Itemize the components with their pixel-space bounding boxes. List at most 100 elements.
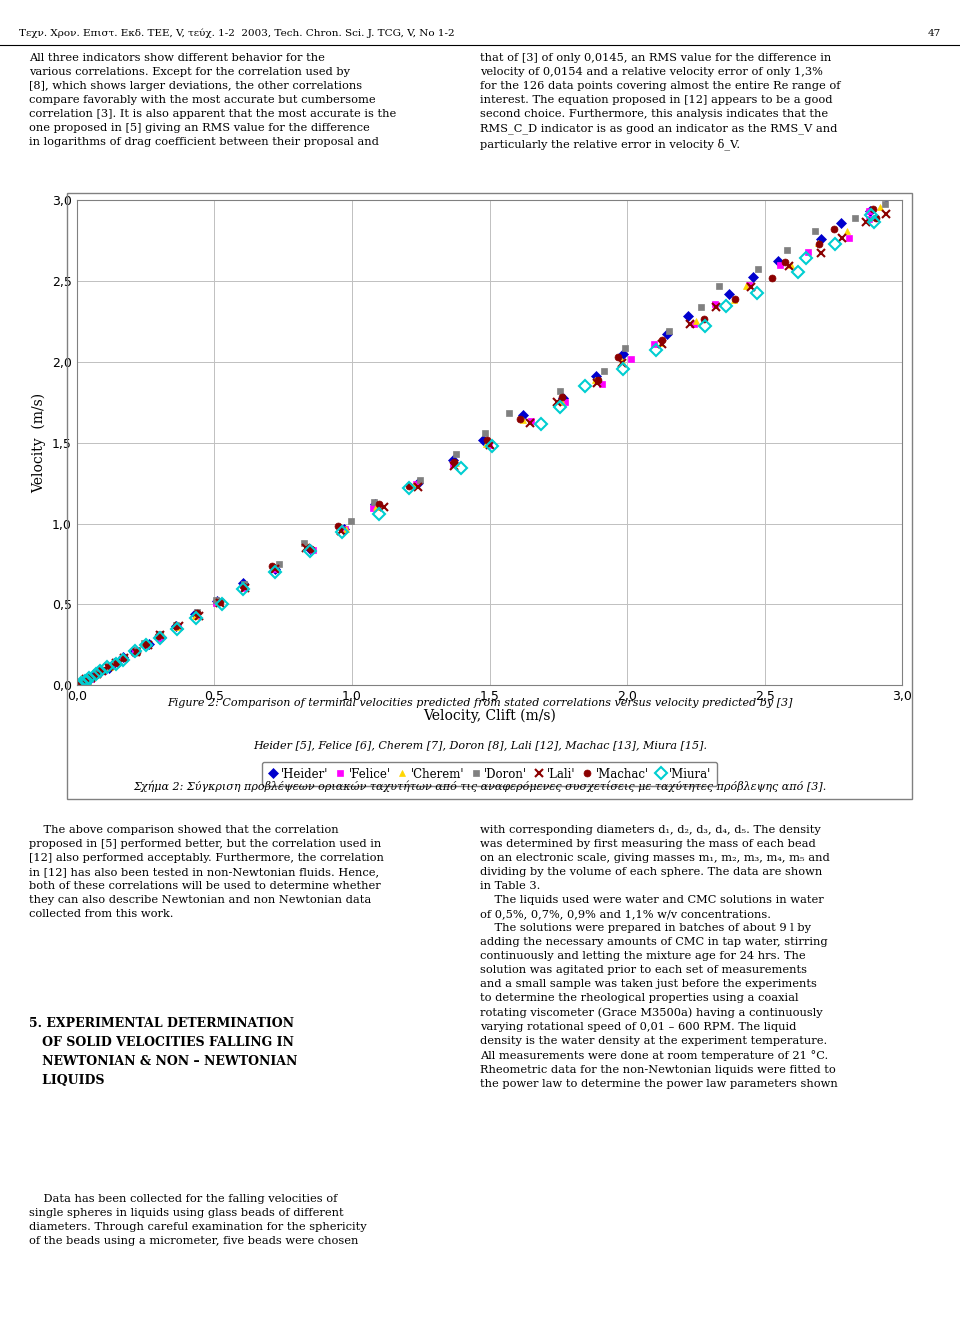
'Felice' (97, 663, 108, 679)
Text: Τεχν. Χρον. Επιστ. Εκδ. ΤΕΕ, V, τεύχ. 1-2  2003, Tech. Chron. Sci. J. TCG, V, No: Τεχν. Χρον. Επιστ. Εκδ. ΤΕΕ, V, τεύχ. 1-… (19, 28, 455, 39)
'Lali' (110, 655, 122, 671)
'Cherem' (409, 478, 420, 494)
'Felice' (367, 500, 378, 516)
'Heider' (171, 618, 182, 634)
'Lali' (96, 663, 108, 679)
'Lali' (710, 299, 722, 315)
'Heider' (189, 606, 201, 622)
'Doron' (369, 494, 380, 510)
Line: 'Miura': 'Miura' (77, 212, 878, 687)
'Cherem' (117, 650, 129, 666)
Text: 47: 47 (927, 29, 941, 37)
Text: Heider [5], Felice [6], Cherem [7], Doron [8], Lali [12], Machac [13], Miura [15: Heider [5], Felice [6], Cherem [7], Doro… (253, 740, 707, 751)
'Miura' (720, 298, 732, 314)
'Cherem' (370, 499, 381, 515)
'Heider' (304, 542, 316, 558)
'Heider' (81, 672, 92, 688)
'Lali' (861, 214, 873, 230)
'Felice' (269, 560, 280, 576)
'Miura' (217, 596, 228, 612)
'Miura' (793, 265, 804, 281)
'Cherem' (156, 627, 168, 643)
'Machac' (780, 254, 791, 270)
'Lali' (815, 245, 827, 261)
'Cherem' (869, 209, 880, 225)
'Machac' (84, 669, 96, 685)
'Cherem' (189, 608, 201, 624)
'Doron' (450, 446, 462, 462)
'Machac' (612, 349, 624, 365)
Text: that of [3] of only 0,0145, an RMS value for the difference in
velocity of 0,015: that of [3] of only 0,0145, an RMS value… (480, 53, 841, 150)
'Lali' (335, 523, 347, 539)
'Felice' (75, 675, 86, 691)
'Lali' (240, 580, 252, 596)
'Felice' (76, 673, 87, 689)
'Lali' (590, 375, 602, 391)
'Doron' (108, 654, 120, 669)
'Felice' (863, 210, 875, 226)
'Miura' (190, 610, 202, 626)
'Cherem' (340, 522, 351, 538)
'Machac' (373, 496, 385, 512)
'Miura' (752, 285, 763, 301)
'Cherem' (785, 257, 797, 273)
'Miura' (865, 208, 876, 224)
'Miura' (372, 506, 384, 522)
'Doron' (554, 383, 565, 399)
'Cherem' (77, 675, 88, 691)
'Heider' (617, 346, 629, 362)
'Lali' (75, 675, 86, 691)
'Lali' (131, 644, 142, 660)
'Doron' (96, 663, 108, 679)
'Cherem' (269, 559, 280, 575)
'Cherem' (105, 659, 116, 675)
'Heider' (103, 660, 114, 676)
'Miura' (579, 378, 590, 394)
'Lali' (173, 618, 184, 634)
Line: 'Felice': 'Felice' (78, 208, 873, 685)
'Machac' (170, 618, 181, 634)
'Felice' (117, 650, 129, 666)
'Cherem' (557, 394, 568, 410)
'Heider' (156, 630, 167, 646)
'Lali' (746, 280, 757, 295)
'Cherem' (240, 578, 252, 594)
'Heider' (85, 668, 97, 684)
Text: All three indicators show different behavior for the
various correlations. Excep: All three indicators show different beha… (29, 53, 396, 148)
'Heider' (413, 475, 424, 491)
'Heider' (447, 453, 459, 469)
'Felice' (688, 315, 700, 331)
'Doron' (598, 363, 610, 379)
'Miura' (140, 636, 152, 652)
'Cherem' (616, 353, 628, 369)
'Miura' (90, 667, 102, 683)
'Felice' (410, 475, 421, 491)
'Felice' (625, 351, 636, 367)
'Cherem' (517, 411, 529, 427)
'Miura' (237, 580, 249, 596)
'Lali' (484, 437, 495, 453)
'Doron' (102, 658, 113, 673)
'Heider' (557, 390, 568, 406)
'Felice' (191, 607, 203, 623)
'Doron' (695, 299, 707, 315)
'Felice' (84, 671, 96, 687)
'Cherem' (480, 437, 492, 453)
'Miura' (535, 417, 546, 433)
'Felice' (102, 659, 113, 675)
'Cherem' (589, 371, 601, 387)
'Lali' (880, 205, 892, 221)
Line: 'Cherem': 'Cherem' (78, 204, 884, 685)
'Lali' (684, 315, 696, 331)
'Lali' (214, 595, 226, 611)
'Cherem' (171, 619, 182, 635)
'Miura' (84, 669, 95, 685)
'Heider' (723, 286, 734, 302)
'Lali' (193, 608, 204, 624)
'Doron' (85, 671, 97, 687)
'Doron' (415, 473, 426, 488)
'Felice' (743, 277, 755, 293)
'Cherem' (90, 666, 102, 681)
'Heider' (815, 232, 827, 248)
'Felice' (172, 619, 183, 635)
